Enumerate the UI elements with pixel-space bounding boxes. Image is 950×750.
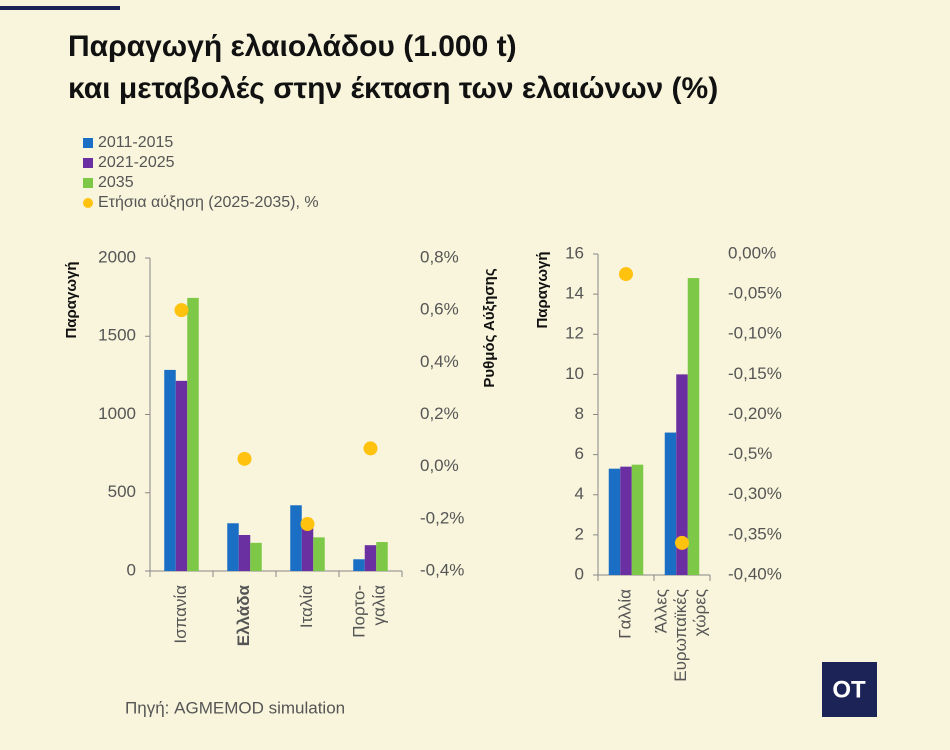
y-tick-label: 6 [575,444,584,463]
top-rule [0,6,120,10]
y-tick-label: 14 [565,284,584,303]
x-tick-label: Ελλάδα [234,584,253,646]
y2-tick-label: 0,4% [420,352,459,371]
y-axis-title: Παραγωγή [63,261,80,338]
bar [238,535,251,571]
x-tick-label: Γαλλία [615,589,634,639]
dot [300,517,315,532]
x-tick-label: Πορτο-γαλία [350,585,389,638]
y2-tick-label: -0,2% [420,508,464,527]
bar [620,466,632,575]
y-tick-label: 16 [565,243,584,262]
bar [187,297,199,571]
bar [175,380,188,571]
y2-tick-label: 0,00% [728,243,776,262]
bar [376,542,388,571]
y2-tick-label: 0,0% [420,456,459,475]
bar [301,524,314,571]
y-tick-label: 0 [575,564,584,583]
legend-marker [83,138,93,148]
y-tick-label: 1500 [98,326,136,345]
legend-marker [83,158,93,168]
y2-tick-label: 0,8% [420,247,459,266]
legend-label: Ετήσια αύξηση (2025-2035), % [98,194,319,211]
y-tick-label: 500 [108,482,136,501]
logo: OT [832,676,866,703]
x-tick-label: ΆλλεςΕυρωπαϊκέςχώρες [652,589,710,682]
bar [364,545,377,571]
dot [675,535,689,550]
title-line: Παραγωγή ελαιολάδου (1.000 t) [68,30,517,63]
y-tick-label: 2 [575,524,584,543]
y-tick-label: 1000 [98,404,136,423]
bar [676,374,688,575]
legend-label: 2011-2015 [98,134,173,151]
title-line: και μεταβολές στην έκταση των ελαιώνων (… [68,72,718,105]
bar [250,542,262,571]
y-axis-title: Παραγωγή [534,251,551,328]
dot [619,267,633,282]
y2-axis-title: Ρυθμός Αύξησης [481,268,498,387]
bar [608,468,621,575]
y2-tick-label: -0,15% [728,364,782,383]
legend-label: 2035 [98,174,134,191]
bar [664,432,677,575]
legend-marker [83,178,93,188]
bar [290,505,302,571]
y2-tick-label: -0,10% [728,324,782,343]
y2-tick-label: -0,35% [728,524,782,543]
y-tick-label: 4 [575,484,584,503]
y2-tick-label: -0,20% [728,404,782,423]
dot [363,441,378,456]
legend-label: 2021-2025 [98,154,175,171]
dot [174,303,189,318]
y2-tick-label: -0,40% [728,564,782,583]
dot [237,451,252,466]
y2-tick-label: -0,5% [728,444,772,463]
y-tick-label: 12 [565,324,584,343]
source: Πηγή: AGMEMOD simulation [125,698,345,717]
bar [687,278,700,575]
y-tick-label: 8 [575,404,584,423]
y2-tick-label: -0,05% [728,284,782,303]
legend-marker [83,198,93,208]
bar [353,559,365,571]
y-tick-label: 0 [127,560,136,579]
bar [164,369,176,571]
bar [313,537,325,571]
y2-tick-label: 0,6% [420,300,459,319]
bar [631,464,644,575]
bar [227,523,239,571]
y-tick-label: 2000 [98,247,136,266]
y2-tick-label: -0,30% [728,484,782,503]
y-tick-label: 10 [565,364,584,383]
x-tick-label: Ισπανία [171,585,190,644]
logo-box [822,662,877,717]
y2-tick-label: -0,4% [420,560,464,579]
x-tick-label: Ιταλία [297,585,316,628]
y2-tick-label: 0,2% [420,404,459,423]
